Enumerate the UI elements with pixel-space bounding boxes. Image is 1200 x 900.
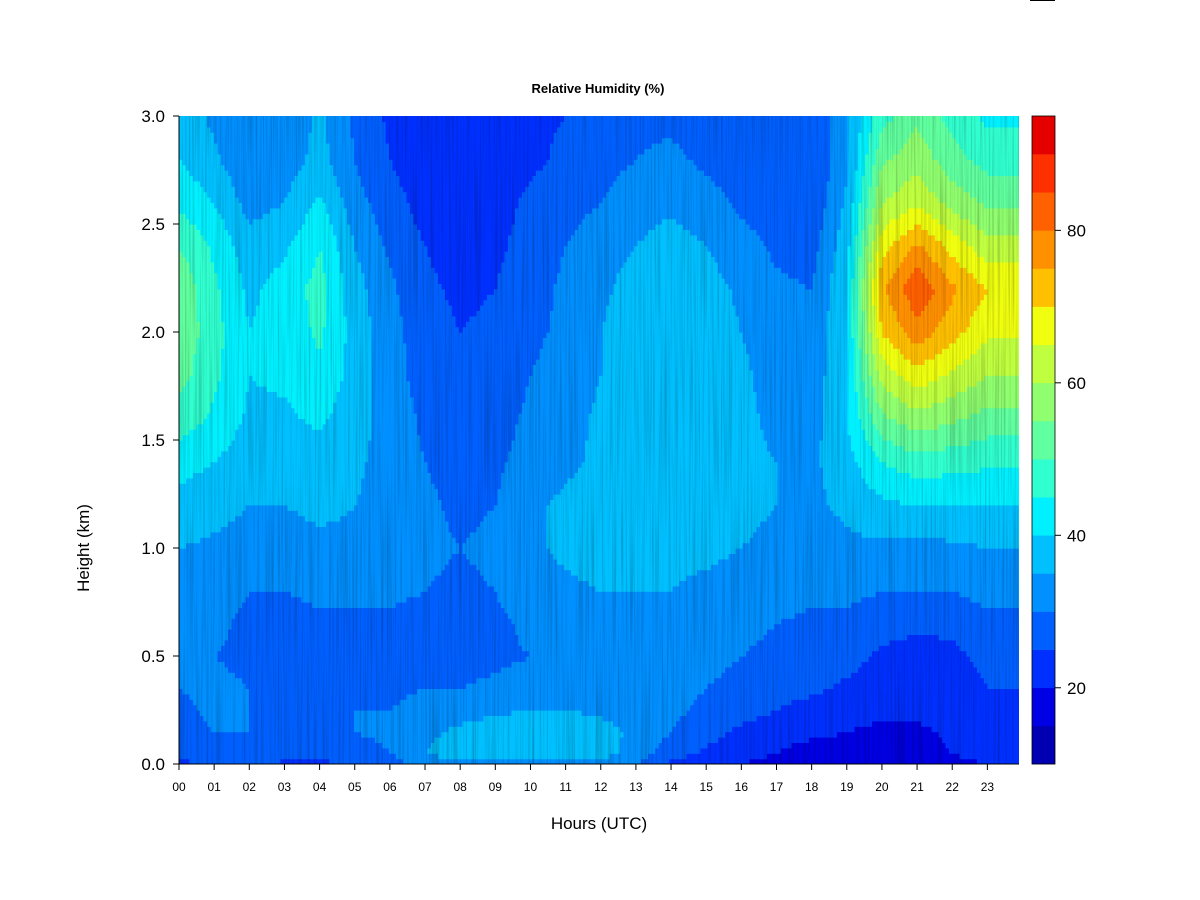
chart-title: Relative Humidity (%) <box>532 81 665 96</box>
top-edge-mark <box>1030 0 1055 1</box>
